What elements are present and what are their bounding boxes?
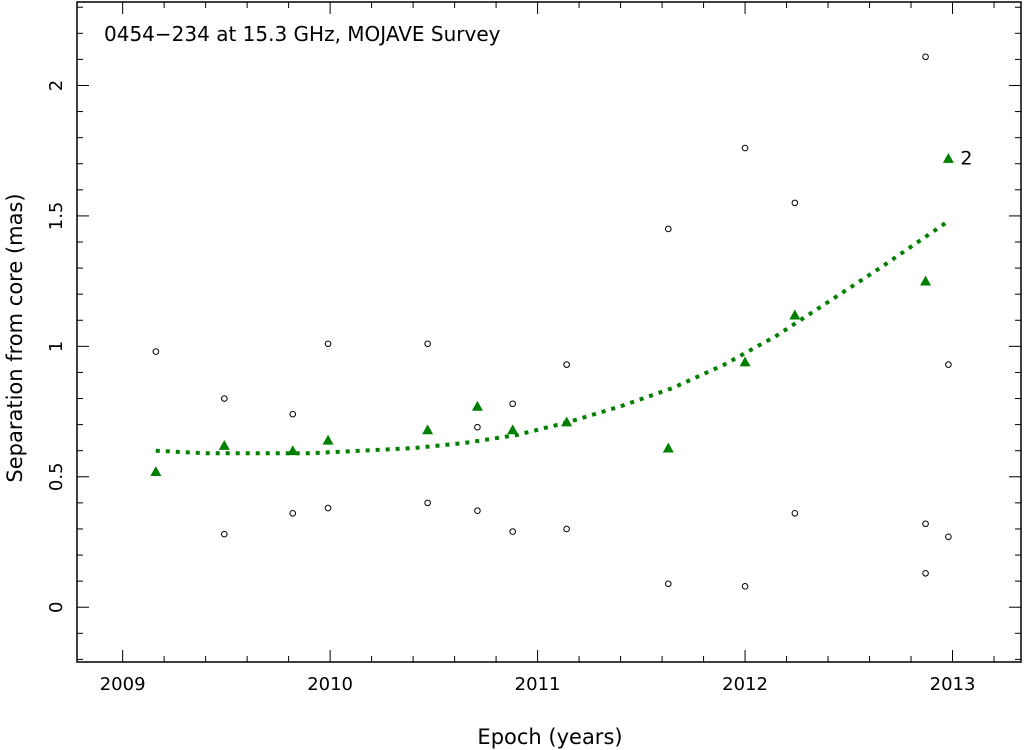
component-marker (507, 424, 519, 435)
fit-curve (155, 219, 950, 456)
component-marker (942, 153, 954, 163)
feature-marker (664, 580, 672, 588)
feature-marker (922, 570, 929, 577)
component-marker (561, 416, 573, 427)
x-tick-label: 2010 (307, 674, 353, 695)
axis-ticks (77, 2, 1021, 662)
y-axis-label: Separation from core (mas) (3, 193, 27, 482)
feature-marker (474, 423, 481, 431)
feature-marker (509, 528, 516, 535)
component-marker (322, 434, 334, 445)
component-marker (471, 400, 483, 411)
feature-marker (791, 510, 799, 517)
feature-marker (221, 530, 228, 538)
feature-marker (152, 348, 160, 355)
feature-marker (221, 395, 228, 402)
x-tick-label: 2011 (515, 674, 561, 695)
feature-marker (563, 361, 570, 368)
feature-marker (509, 400, 516, 408)
component-marker (789, 309, 801, 320)
feature-marker (474, 507, 481, 514)
component-marker (422, 424, 434, 435)
feature-marker (922, 53, 929, 61)
feature-marker (945, 361, 952, 368)
feature-marker (922, 520, 929, 528)
fit-curve-layer (155, 219, 950, 456)
x-tick-label: 2013 (930, 674, 976, 695)
y-tick-label: 0.5 (46, 462, 67, 491)
component-marker (662, 442, 674, 453)
plot-frame (76, 1, 1022, 663)
component-marker (287, 445, 299, 456)
plot-frame-layer (76, 1, 1022, 663)
component-marker (739, 356, 751, 367)
feature-marker (741, 144, 749, 152)
chart-title: 0454−234 at 15.3 GHz, MOJAVE Survey (104, 22, 501, 46)
component-marker (218, 439, 230, 450)
chart-text: 0454−234 at 15.3 GHz, MOJAVE Survey Epoc… (3, 22, 975, 749)
feature-marker (289, 510, 297, 517)
feature-marker (424, 499, 431, 507)
x-tick-label: 2009 (100, 674, 146, 695)
feature-marker (289, 410, 297, 418)
feature-marker (563, 525, 570, 533)
component-marker (150, 466, 162, 476)
feature-marker (791, 199, 799, 207)
data-marks (150, 53, 954, 590)
feature-marker (424, 340, 431, 348)
x-axis-label: Epoch (years) (477, 725, 622, 749)
feature-marker (945, 533, 952, 541)
y-tick-label: 2 (46, 80, 67, 91)
feature-marker (664, 225, 672, 233)
component-marker (920, 275, 932, 286)
feature-marker (324, 340, 332, 348)
y-tick-label: 1.5 (46, 202, 67, 231)
y-tick-label: 0 (46, 601, 67, 612)
feature-marker (741, 583, 749, 590)
component-label: 2 (960, 148, 972, 170)
y-tick-label: 1 (46, 341, 67, 352)
x-tick-label: 2012 (722, 674, 768, 695)
feature-marker (324, 504, 332, 512)
